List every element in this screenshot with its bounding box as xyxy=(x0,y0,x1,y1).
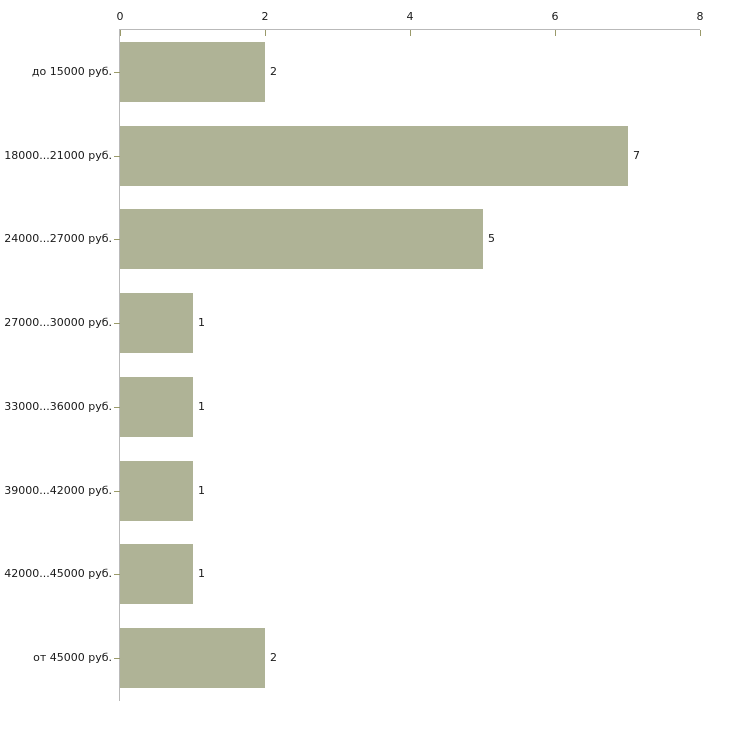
bar[interactable] xyxy=(120,126,628,186)
category-label: 27000...30000 руб. xyxy=(4,316,112,329)
category-label: 42000...45000 руб. xyxy=(4,567,112,580)
x-tick-mark xyxy=(120,30,121,36)
bar[interactable] xyxy=(120,42,265,102)
y-axis-line xyxy=(119,29,120,701)
y-tick-mark xyxy=(114,239,120,240)
x-tick-label: 6 xyxy=(551,10,559,23)
y-tick-mark xyxy=(114,72,120,73)
bar-value-label: 2 xyxy=(270,651,277,664)
x-tick-mark xyxy=(265,30,266,36)
bar[interactable] xyxy=(120,461,193,521)
bar-value-label: 1 xyxy=(198,400,205,413)
x-tick-label: 2 xyxy=(261,10,269,23)
x-tick-label: 0 xyxy=(116,10,124,23)
bar[interactable] xyxy=(120,628,265,688)
bar-value-label: 1 xyxy=(198,567,205,580)
x-tick-mark xyxy=(410,30,411,36)
bar-value-label: 1 xyxy=(198,484,205,497)
bar[interactable] xyxy=(120,293,193,353)
x-axis-line xyxy=(120,29,700,30)
category-label: от 45000 руб. xyxy=(33,651,112,664)
y-tick-mark xyxy=(114,156,120,157)
y-tick-mark xyxy=(114,658,120,659)
bar-value-label: 5 xyxy=(488,232,495,245)
category-label: 24000...27000 руб. xyxy=(4,232,112,245)
x-tick-mark xyxy=(700,30,701,36)
bar-value-label: 7 xyxy=(633,149,640,162)
bar-value-label: 1 xyxy=(198,316,205,329)
category-label: до 15000 руб. xyxy=(31,65,112,78)
category-label: 33000...36000 руб. xyxy=(4,400,112,413)
bar[interactable] xyxy=(120,544,193,604)
category-label: 39000...42000 руб. xyxy=(4,484,112,497)
category-label: 18000...21000 руб. xyxy=(4,149,112,162)
x-tick-label: 8 xyxy=(696,10,704,23)
bar-value-label: 2 xyxy=(270,65,277,78)
x-tick-mark xyxy=(555,30,556,36)
y-tick-mark xyxy=(114,407,120,408)
y-tick-mark xyxy=(114,574,120,575)
bar[interactable] xyxy=(120,377,193,437)
x-tick-label: 4 xyxy=(406,10,414,23)
y-tick-mark xyxy=(114,323,120,324)
bar[interactable] xyxy=(120,209,483,269)
y-tick-mark xyxy=(114,491,120,492)
